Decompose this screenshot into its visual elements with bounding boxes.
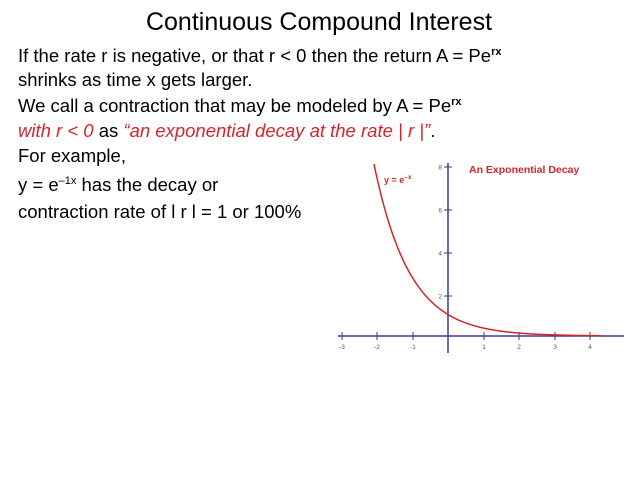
line1-exponent: rx: [491, 46, 502, 58]
x-tick-label: 3: [553, 344, 557, 351]
text-line-2: shrinks as time x gets larger.: [18, 69, 253, 90]
text-line-5: For example,: [18, 145, 126, 166]
x-tick-label: -3: [339, 344, 345, 351]
text-line-6: y = e–1x has the decay or: [18, 174, 218, 196]
curve-label-exponent: –x: [404, 174, 412, 181]
x-tick-label: 1: [482, 344, 486, 351]
decay-graph: -3 -2 -1 1 2 3 4 2 4 6 8 y = e–x An Expo…: [338, 163, 624, 353]
y-tick-label: 2: [438, 294, 442, 301]
x-tick-label: 2: [517, 344, 521, 351]
line3-exponent: rx: [451, 96, 462, 108]
slide-title: Continuous Compound Interest: [145, 8, 493, 36]
y-tick-label: 4: [438, 251, 442, 258]
y-tick-marks: [444, 166, 452, 297]
line6-exponent: –1x: [58, 175, 77, 187]
text-line-3: We call a contraction that may be modele…: [18, 95, 462, 117]
text-line-1: If the rate r is negative, or that r < 0…: [18, 45, 501, 67]
curve-label: y = e–x: [384, 174, 412, 185]
y-tick-label: 8: [438, 165, 442, 172]
text-line-7: contraction rate of l r l = 1 or 100%: [18, 201, 302, 222]
line4-condition: with r < 0: [18, 120, 94, 141]
x-tick-label: -2: [374, 344, 380, 351]
line3-text: We call a contraction that may be modele…: [18, 95, 452, 116]
line4-quote: “an exponential decay at the rate | r |”: [123, 120, 431, 141]
line1-text: If the rate r is negative, or that r < 0…: [18, 45, 492, 66]
x-tick-label: -1: [410, 344, 416, 351]
line6-post: has the decay or: [76, 174, 219, 195]
line4-period: .: [430, 120, 436, 141]
y-tick-label: 6: [438, 208, 442, 215]
graph-title: An Exponential Decay: [469, 164, 579, 176]
x-tick-label: 4: [588, 344, 592, 351]
line6-pre: y = e: [18, 174, 59, 195]
curve-label-base: y = e: [384, 175, 404, 185]
text-line-4: with r < 0 as “an exponential decay at t…: [18, 120, 435, 142]
line4-as: as: [93, 120, 124, 141]
decay-curve: [373, 163, 602, 337]
